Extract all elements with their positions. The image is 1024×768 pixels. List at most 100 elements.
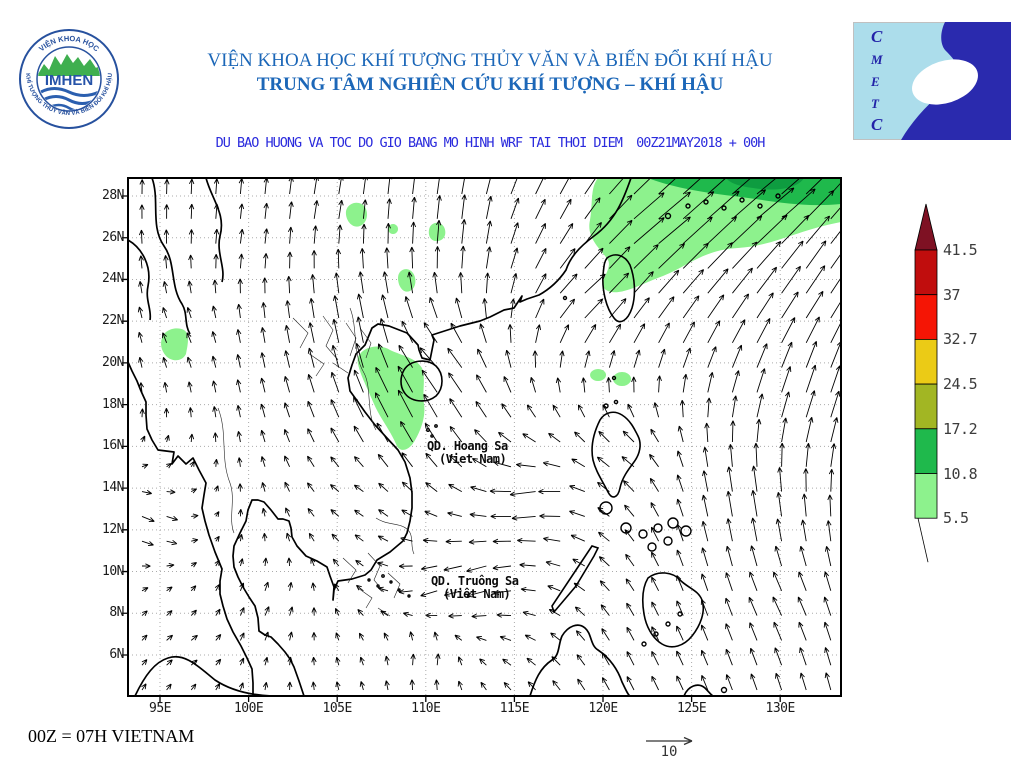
small-island xyxy=(703,199,709,205)
admin-border xyxy=(357,587,373,609)
imhen-mountains xyxy=(38,54,100,76)
wind-speed-shading xyxy=(613,372,632,386)
place-label-sub: (Viêt Nam) xyxy=(443,587,510,601)
timezone-note: 00Z = 07H VIETNAM xyxy=(28,726,195,746)
legend-value: 10.8 xyxy=(943,464,978,483)
island-coastline xyxy=(551,545,600,614)
lat-label: 6N xyxy=(109,646,124,662)
legend-band xyxy=(914,428,938,474)
small-island xyxy=(562,295,568,301)
center-title: TRUNG TÂM NGHIÊN CỨU KHÍ TƯỢNG – KHÍ HẬU xyxy=(256,74,724,95)
lon-label: 105E xyxy=(322,701,353,716)
legend-value: 17.2 xyxy=(943,419,978,438)
coastline xyxy=(232,178,632,696)
legend-band xyxy=(914,473,938,519)
small-island xyxy=(663,536,673,546)
lon-label: 130E xyxy=(765,701,796,716)
place-label: QD. Hoang Sa xyxy=(427,439,508,453)
wind-speed-shading xyxy=(590,369,607,381)
small-island xyxy=(647,542,657,552)
small-island xyxy=(397,588,401,592)
cmetc-letter: C xyxy=(871,115,883,134)
reference-vector-value: 10 xyxy=(660,744,678,760)
island-coastline xyxy=(642,572,705,648)
legend-value: 5.5 xyxy=(943,509,969,528)
legend-overflow-arrow xyxy=(914,203,938,251)
lat-label: 20N xyxy=(102,354,124,370)
admin-border xyxy=(387,572,401,599)
small-island xyxy=(680,525,692,537)
small-island xyxy=(685,203,691,209)
wind-speed-shading xyxy=(589,178,841,293)
legend-tail xyxy=(917,518,929,563)
cmetc-letter: C xyxy=(871,27,883,46)
small-island xyxy=(721,205,727,211)
wind-vector-field xyxy=(137,178,841,691)
lat-label: 8N xyxy=(109,605,124,621)
admin-border xyxy=(377,607,391,617)
wind-speed-shading xyxy=(357,346,425,450)
small-island xyxy=(611,375,617,381)
coastline xyxy=(134,655,272,696)
map-ticks xyxy=(122,195,781,702)
lat-label: 16N xyxy=(102,438,124,454)
wind-speed-shading xyxy=(345,202,368,227)
lat-label: 28N xyxy=(102,188,124,203)
lat-label: 12N xyxy=(102,521,124,537)
reference-vector xyxy=(646,736,693,746)
wind-speed-legend xyxy=(914,203,938,563)
small-island xyxy=(664,212,672,220)
legend-band xyxy=(914,294,938,340)
small-island xyxy=(389,580,393,584)
small-island xyxy=(641,641,647,647)
place-label: QD. Truông Sa xyxy=(431,574,519,588)
cmetc-letter: T xyxy=(871,96,880,111)
wind-speed-shading xyxy=(599,226,626,264)
wind-speed-shading xyxy=(388,224,399,234)
imhen-emblem xyxy=(38,54,100,110)
island-coastline xyxy=(400,360,443,402)
header: VIỆN KHOA HỌC KHÍ TƯỢNG THỦY VĂN VÀ BIẾN… xyxy=(140,50,840,96)
lon-label: 115E xyxy=(499,701,530,716)
wind-speed-shading xyxy=(161,328,188,361)
admin-border xyxy=(332,362,349,374)
place-label-sub: (Viet Nam) xyxy=(439,452,506,466)
admin-border xyxy=(292,317,309,349)
lon-label: 100E xyxy=(233,701,264,716)
map-content: QD. Hoang Sa(Viet Nam) QD. Truông Sa(Viêt… xyxy=(128,178,841,696)
admin-border xyxy=(375,517,415,555)
legend-value: 41.5 xyxy=(943,241,978,259)
island-coastline xyxy=(591,411,641,498)
lon-label: 125E xyxy=(676,701,707,716)
island-coastline xyxy=(602,254,636,323)
small-island xyxy=(720,686,728,694)
wind-speed-shading xyxy=(726,178,804,190)
cmetc-oval xyxy=(912,59,978,105)
map-frame xyxy=(127,177,842,697)
small-island xyxy=(407,594,411,598)
admin-border xyxy=(367,552,385,593)
gridlines xyxy=(128,178,841,696)
small-island xyxy=(381,574,385,578)
wind-map: QD. Hoang Sa(Viet Nam) QD. Truông Sa(Viêt… xyxy=(122,177,842,702)
coastline xyxy=(128,239,152,321)
wind-speed-shading xyxy=(398,269,416,292)
lat-label: 14N xyxy=(102,480,124,496)
admin-border xyxy=(345,322,357,357)
lon-label: 110E xyxy=(411,701,441,716)
small-island xyxy=(653,523,663,533)
admin-border xyxy=(307,352,325,377)
small-island xyxy=(739,197,745,203)
lat-label: 26N xyxy=(102,229,124,245)
lon-label: 120E xyxy=(588,701,618,716)
small-island xyxy=(677,611,683,617)
wind-speed-shading xyxy=(428,222,446,242)
legend-band xyxy=(914,338,938,385)
legend-value: 32.7 xyxy=(943,330,978,349)
legend-band xyxy=(914,249,938,296)
cmetc-letter: E xyxy=(870,74,880,89)
small-island xyxy=(367,578,371,582)
